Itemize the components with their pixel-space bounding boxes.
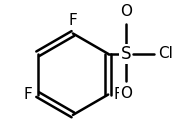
Text: F: F	[114, 87, 122, 102]
Text: F: F	[69, 13, 77, 28]
Text: F: F	[23, 87, 32, 102]
Text: O: O	[120, 4, 132, 18]
Text: O: O	[120, 86, 132, 101]
Text: S: S	[121, 45, 131, 63]
Text: Cl: Cl	[158, 46, 173, 61]
